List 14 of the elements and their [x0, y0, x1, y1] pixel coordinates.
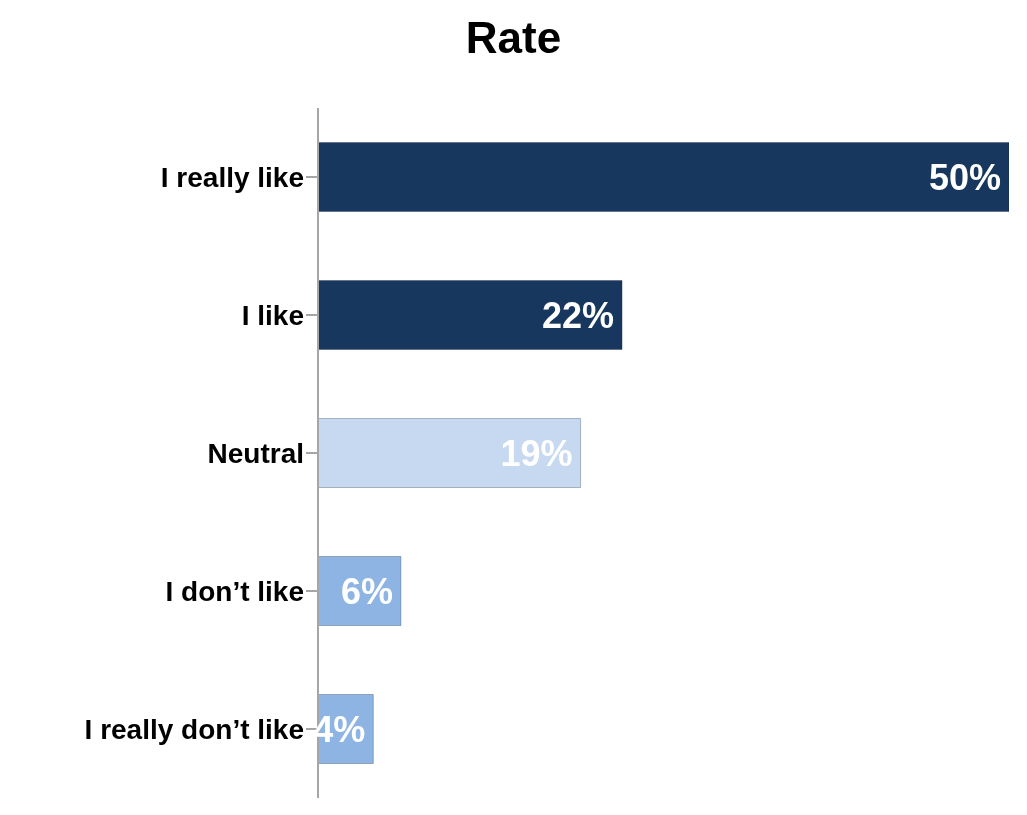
data-label: 6% [340, 570, 393, 612]
data-label: 19% [500, 432, 573, 474]
y-tick-label: I really don’t like [84, 713, 304, 745]
bar [318, 418, 582, 488]
y-tick-label: I don’t like [165, 575, 304, 607]
data-label: 50% [928, 156, 1001, 198]
y-tick-label: Neutral [207, 437, 304, 469]
chart-title: Rate [464, 12, 563, 64]
bar [318, 142, 1009, 212]
data-label: 4% [313, 708, 366, 750]
y-tick-label: I really like [160, 161, 304, 193]
bar [318, 280, 623, 350]
data-label: 22% [541, 294, 615, 336]
y-tick-label: I like [241, 299, 304, 331]
